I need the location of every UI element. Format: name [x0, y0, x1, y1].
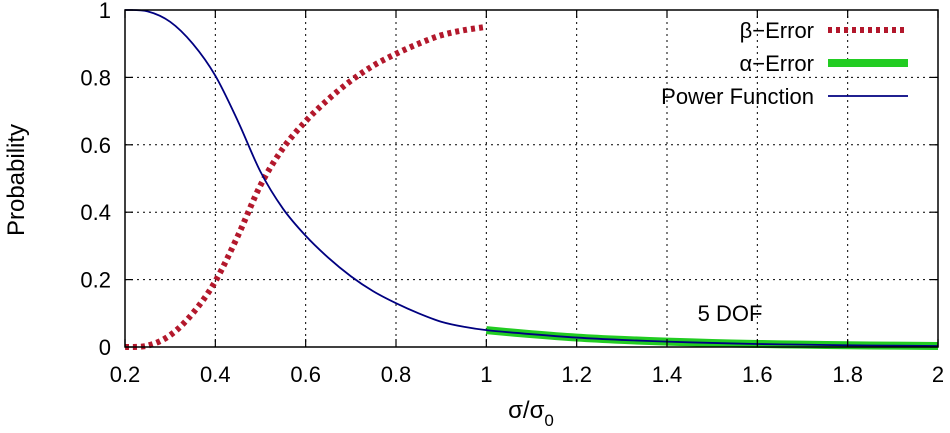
x-tick-label: 2 — [932, 362, 944, 387]
series-layer — [124, 9, 939, 350]
y-tick-label: 0.6 — [80, 133, 111, 158]
plot-frame — [124, 9, 939, 348]
x-tick-label: 1.8 — [832, 362, 863, 387]
x-tick-label: 1.2 — [561, 362, 592, 387]
series-line-power-function — [124, 9, 939, 347]
legend: β−Error α−Error Power Function — [661, 18, 908, 109]
x-tick-label: 0.6 — [290, 362, 321, 387]
x-tick-label: 1.6 — [742, 362, 773, 387]
annotation-dof: 5 DOF — [698, 301, 763, 326]
y-tick-label: 0.8 — [80, 65, 111, 90]
series-line-error — [124, 23, 487, 350]
grid — [125, 10, 938, 347]
y-tick-label: 0 — [99, 335, 111, 360]
x-axis-label-subscript: 0 — [544, 411, 553, 430]
x-tick-label: 1 — [480, 362, 492, 387]
x-axis-label: σ/σ0 — [508, 397, 554, 430]
x-tick-label: 0.8 — [381, 362, 412, 387]
y-tick-label: 0.2 — [80, 268, 111, 293]
y-tick-label: 1 — [99, 0, 111, 23]
x-tick-label: 1.4 — [652, 362, 683, 387]
legend-label: Power Function — [661, 84, 814, 109]
legend-label: α−Error — [740, 51, 814, 76]
ticks: 0.2 0.4 0.6 0.8 1 1.2 1.4 1.6 1.8 200.20.40.60.81 — [80, 0, 944, 387]
legend-label: β−Error — [740, 18, 814, 43]
x-tick-label: 0.2 — [110, 362, 141, 387]
y-axis-label: Probability — [3, 124, 30, 236]
x-tick-label: 0.4 — [200, 362, 231, 387]
x-axis-label-main: σ/σ — [508, 397, 544, 424]
y-tick-label: 0.4 — [80, 200, 111, 225]
